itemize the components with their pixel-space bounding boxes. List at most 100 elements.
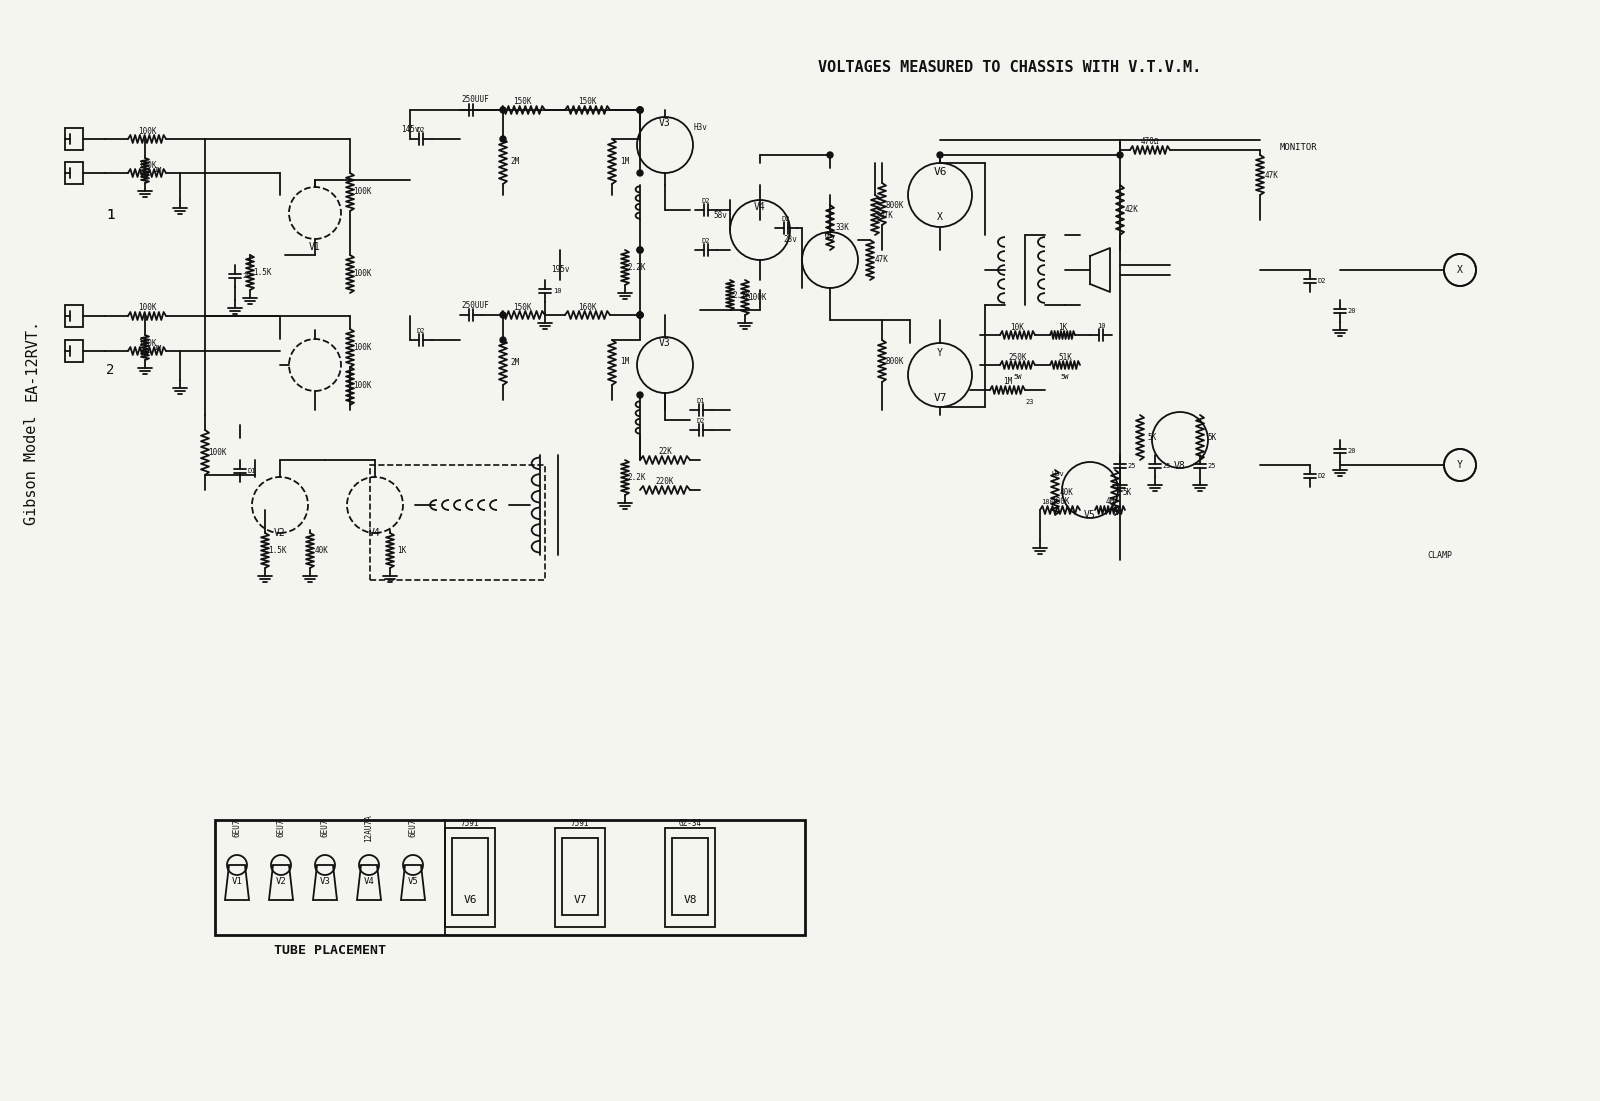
Bar [66,162,83,184]
Text: GZ-34: GZ-34 [678,819,701,828]
Text: 5K: 5K [1147,433,1157,442]
Circle shape [499,337,506,344]
Text: 195v: 195v [550,265,570,274]
Text: 100K: 100K [208,448,226,457]
Text: 2: 2 [106,363,114,377]
Text: V5: V5 [824,232,835,242]
Text: V3: V3 [659,118,670,128]
Text: MONITOR: MONITOR [1280,143,1318,153]
Text: 20: 20 [1347,308,1357,314]
Circle shape [637,392,643,397]
Circle shape [637,107,643,113]
Text: 6EU7: 6EU7 [232,819,242,837]
Text: V4: V4 [370,528,381,538]
Text: 100K: 100K [352,344,371,352]
Text: 10: 10 [552,288,562,294]
Bar [555,828,605,927]
Text: 2.2K: 2.2K [733,291,752,299]
Text: 7591: 7591 [461,819,480,828]
Circle shape [637,312,643,318]
Bar [66,128,83,150]
Text: 150K: 150K [514,303,531,312]
Text: 100K: 100K [352,187,371,196]
Text: 1.5K: 1.5K [267,546,286,555]
Text: 5K: 5K [1208,433,1216,442]
Circle shape [499,137,506,142]
Circle shape [637,312,643,318]
Text: 800K: 800K [886,357,904,366]
Text: X: X [1458,265,1462,275]
Text: 1: 1 [106,208,114,222]
Text: 6EU7: 6EU7 [408,819,418,837]
Text: 20: 20 [243,273,251,279]
Text: 100K: 100K [138,338,157,348]
Circle shape [637,170,643,176]
Text: 23: 23 [1026,399,1034,405]
Bar [66,305,83,327]
Text: 51K: 51K [1058,352,1072,361]
Text: 5W: 5W [1061,374,1069,380]
Text: V3: V3 [320,877,330,886]
Text: 1M: 1M [152,167,162,174]
Text: 22K: 22K [658,447,672,457]
Bar [214,820,805,935]
Text: V1: V1 [309,242,322,252]
Text: V6: V6 [464,895,477,905]
Text: 12AU7A: 12AU7A [365,814,373,842]
Text: 25: 25 [1128,464,1136,469]
Text: D2: D2 [696,418,706,424]
Text: 1M: 1M [1003,378,1013,386]
Circle shape [637,107,643,113]
Text: 2.2K: 2.2K [627,263,646,272]
Text: 5W: 5W [1014,374,1022,380]
Text: 800K: 800K [886,200,904,209]
Circle shape [637,247,643,253]
Text: 40K: 40K [1061,488,1074,497]
Text: V3: V3 [659,338,670,348]
Text: 250UUF: 250UUF [461,301,490,309]
Text: V8: V8 [683,895,696,905]
Text: 2M: 2M [510,157,520,166]
Text: 100K: 100K [138,127,157,135]
Text: 150K: 150K [514,98,531,107]
Text: D1: D1 [696,397,706,404]
Text: 1K: 1K [397,546,406,555]
Text: D2: D2 [416,328,426,334]
Text: 47K: 47K [1266,171,1278,179]
Text: V2: V2 [275,877,286,886]
Text: 1.5K: 1.5K [253,268,272,277]
Text: V4: V4 [363,877,374,886]
Text: 100K: 100K [352,382,371,391]
Text: 1M: 1M [621,157,630,166]
Text: H3v: H3v [1051,471,1064,477]
Text: D2: D2 [416,127,426,133]
Bar [66,340,83,362]
Text: 100K: 100K [352,270,371,279]
Text: 10K: 10K [1011,323,1024,331]
Text: 180K: 180K [1042,499,1059,505]
Text: V4: V4 [754,201,766,212]
Text: Y: Y [1458,460,1462,470]
Text: V1: V1 [232,877,242,886]
Text: 4M: 4M [1106,498,1115,506]
Text: V8: V8 [1174,461,1186,471]
Text: 6EU7: 6EU7 [277,819,285,837]
Text: 2M: 2M [510,358,520,367]
Bar [453,838,488,915]
Text: D1: D1 [248,468,256,475]
Text: 250K: 250K [1008,352,1027,361]
Text: V5: V5 [408,877,418,886]
Text: V5: V5 [1085,510,1096,520]
Circle shape [499,312,506,318]
Text: 1: 1 [106,208,114,222]
Text: 100K: 100K [138,161,157,170]
Circle shape [637,107,643,113]
Text: 1K: 1K [1058,323,1067,331]
Circle shape [827,152,834,159]
Text: 42K: 42K [1125,206,1139,215]
Text: 470Ω: 470Ω [1141,138,1160,146]
Circle shape [637,247,643,253]
Text: 40K: 40K [315,546,330,555]
Text: 47K: 47K [880,210,894,219]
Text: 23v: 23v [782,236,797,244]
